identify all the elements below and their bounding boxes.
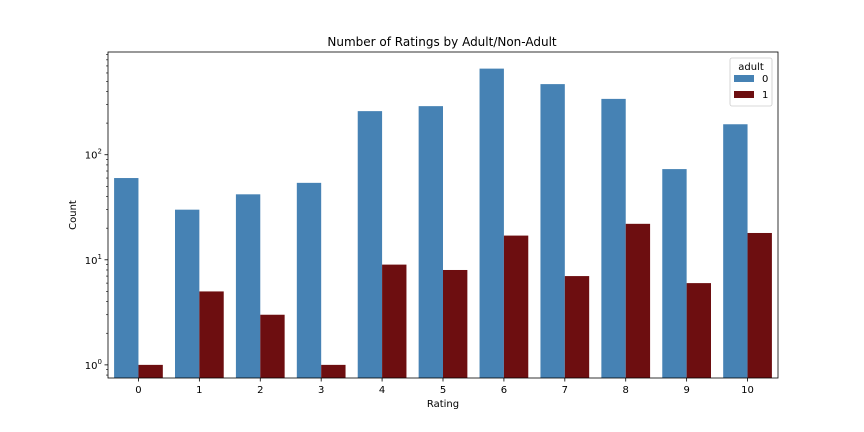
bar-adult-0-rating-7 [540, 84, 565, 378]
bar-adult-0-rating-3 [296, 182, 322, 378]
y-tick-label: 100 [85, 358, 102, 372]
bar-adult-1-rating-7 [564, 276, 590, 378]
y-axis-label: Count [68, 200, 79, 230]
bar-adult-0-rating-5 [418, 106, 443, 378]
bar-adult-0-rating-9 [662, 169, 687, 378]
y-tick-label: 102 [85, 148, 102, 162]
x-tick-label: 0 [135, 385, 141, 396]
bar-adult-0-rating-6 [479, 68, 504, 378]
legend-swatch-0 [734, 75, 754, 82]
bar-adult-1-rating-2 [260, 314, 285, 378]
bar-adult-1-rating-5 [443, 269, 468, 378]
bar-adult-0-rating-0 [114, 178, 139, 378]
x-tick-label: 6 [501, 385, 507, 396]
x-tick-label: 2 [257, 385, 263, 396]
bar-adult-1-rating-6 [503, 235, 529, 378]
bar-adult-0-rating-1 [175, 209, 200, 378]
bar-adult-1-rating-4 [382, 264, 407, 378]
x-tick-label: 1 [196, 385, 202, 396]
bar-adult-0-rating-10 [723, 124, 748, 378]
x-tick-label: 9 [683, 385, 689, 396]
bar-adult-1-rating-8 [625, 223, 651, 378]
bar-adult-1-rating-1 [199, 291, 224, 378]
bar-adult-1-rating-9 [686, 283, 711, 378]
x-tick-label: 5 [440, 385, 446, 396]
x-tick-label: 3 [318, 385, 324, 396]
bar-adult-0-rating-8 [601, 98, 626, 379]
bar-adult-1-rating-0 [138, 364, 163, 378]
legend-swatch-1 [734, 91, 754, 98]
bar-adult-1-rating-10 [747, 232, 772, 378]
x-axis-label: Rating [427, 399, 459, 410]
chart-title: Number of Ratings by Adult/Non-Adult [327, 35, 557, 49]
plot-frame [107, 51, 779, 379]
bar-adult-0-rating-4 [357, 111, 383, 379]
x-tick-label: 10 [741, 385, 754, 396]
x-tick-label: 7 [562, 385, 568, 396]
legend-label-1: 1 [762, 90, 768, 101]
x-tick-label: 4 [379, 385, 385, 396]
legend-title: adult [738, 62, 764, 73]
legend: adult 0 1 [729, 57, 773, 107]
legend-label-0: 0 [762, 74, 768, 85]
bar-adult-0-rating-2 [235, 194, 261, 378]
y-tick-label: 101 [85, 253, 102, 267]
bar-adult-1-rating-3 [321, 364, 346, 378]
x-tick-label: 8 [623, 385, 629, 396]
